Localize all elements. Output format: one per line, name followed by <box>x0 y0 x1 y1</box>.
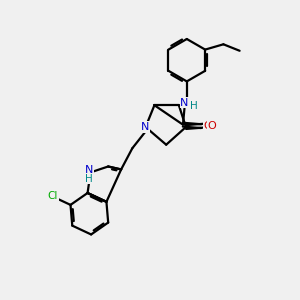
Text: H: H <box>190 100 198 110</box>
Text: O: O <box>203 121 212 131</box>
Text: N: N <box>85 165 93 175</box>
Text: H: H <box>85 174 93 184</box>
Text: Cl: Cl <box>48 190 58 201</box>
Text: O: O <box>207 121 216 130</box>
Text: N: N <box>180 98 189 108</box>
Text: N: N <box>141 122 149 132</box>
